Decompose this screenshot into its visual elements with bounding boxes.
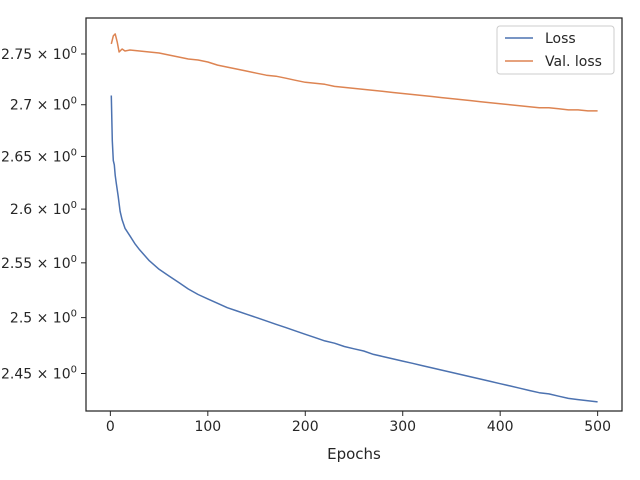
legend-label: Val. loss <box>545 54 602 70</box>
series-layer <box>110 33 598 403</box>
x-tick-label: 500 <box>584 419 611 435</box>
x-axis-label: Epochs <box>327 445 381 463</box>
plot-frame <box>85 17 623 412</box>
legend: Loss Val. loss <box>496 25 615 75</box>
x-tick-label: 0 <box>106 419 115 435</box>
x-axis: 0 100 200 300 400 500 <box>106 411 611 435</box>
x-tick-label: 300 <box>389 419 416 435</box>
x-tick-label: 100 <box>194 419 221 435</box>
y-tick-label: 2.45 × 100 <box>1 364 77 382</box>
x-tick-label: 400 <box>487 419 514 435</box>
series-line-val-loss <box>110 33 598 112</box>
legend-label: Loss <box>545 31 576 47</box>
y-tick-label: 2.6 × 100 <box>10 200 77 218</box>
y-tick-label: 2.65 × 100 <box>1 147 77 165</box>
plot-area <box>86 18 622 411</box>
y-tick-label: 2.5 × 100 <box>10 309 77 327</box>
y-tick-label: 2.55 × 100 <box>1 254 77 272</box>
x-tick-label: 200 <box>292 419 319 435</box>
y-tick-label: 2.75 × 100 <box>1 45 77 63</box>
y-tick-label: 2.7 × 100 <box>10 96 77 114</box>
y-axis: 2.45 × 100 2.5 × 100 2.55 × 100 2.6 × 100 2.… <box>1 45 86 382</box>
series-line-loss <box>110 95 598 403</box>
